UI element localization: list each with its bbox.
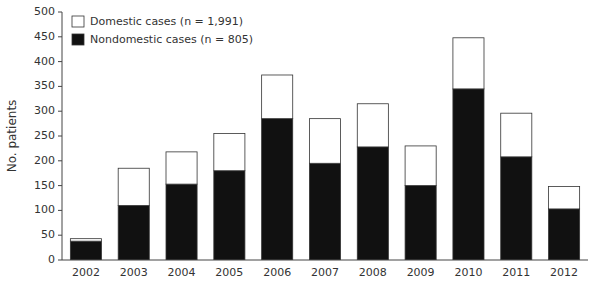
bar-segment bbox=[262, 75, 293, 119]
x-tick-label: 2011 bbox=[502, 266, 530, 279]
y-tick bbox=[58, 210, 62, 211]
legend-swatch bbox=[72, 34, 84, 45]
x-tick-label: 2005 bbox=[215, 266, 243, 279]
bar-segment bbox=[453, 89, 484, 260]
y-tick-label: 450 bbox=[34, 30, 55, 43]
legend-label: Nondomestic cases (n = 805) bbox=[90, 33, 253, 46]
bar-segment bbox=[549, 187, 580, 209]
bars bbox=[70, 38, 579, 260]
y-tick-label: 350 bbox=[34, 79, 55, 92]
y-tick bbox=[58, 260, 62, 261]
y-tick bbox=[58, 36, 62, 37]
bar-segment bbox=[453, 38, 484, 89]
y-tick-label: 150 bbox=[34, 179, 55, 192]
bar-segment bbox=[405, 146, 436, 186]
x-tick-label: 2006 bbox=[263, 266, 291, 279]
y-axis-label: No. patients bbox=[5, 100, 19, 173]
x-tick-label: 2008 bbox=[359, 266, 387, 279]
legend-label: Domestic cases (n = 1,991) bbox=[90, 15, 243, 28]
bar-segment bbox=[70, 241, 101, 260]
bar-segment bbox=[501, 113, 532, 157]
y-tick bbox=[58, 61, 62, 62]
legend-swatch bbox=[72, 16, 84, 27]
bar-segment bbox=[70, 239, 101, 241]
y-tick-label: 100 bbox=[34, 203, 55, 216]
y-tick bbox=[58, 185, 62, 186]
bar-segment bbox=[405, 186, 436, 260]
bar-segment bbox=[214, 134, 245, 171]
x-tick-label: 2012 bbox=[550, 266, 578, 279]
bar-segment bbox=[118, 168, 149, 205]
y-tick-label: 50 bbox=[41, 228, 55, 241]
bar-segment bbox=[166, 184, 197, 260]
x-tick-label: 2007 bbox=[311, 266, 339, 279]
y-tick-label: 400 bbox=[34, 55, 55, 68]
y-tick-label: 500 bbox=[34, 5, 55, 18]
bar-segment bbox=[262, 119, 293, 260]
bar-segment bbox=[214, 171, 245, 260]
x-axis-line bbox=[62, 260, 588, 261]
bar-segment bbox=[118, 205, 149, 260]
y-tick bbox=[58, 136, 62, 137]
bar-segment bbox=[549, 209, 580, 260]
x-tick-label: 2003 bbox=[120, 266, 148, 279]
bar-segment bbox=[357, 147, 388, 260]
bar-segment bbox=[166, 152, 197, 184]
x-tick-label: 2009 bbox=[407, 266, 435, 279]
y-tick bbox=[58, 160, 62, 161]
chart: 0 50 100 150 200 250 300 350 400 450 500 2002 2003 20… bbox=[0, 0, 600, 290]
legend: Domestic cases (n = 1,991) Nondomestic ca… bbox=[72, 15, 253, 46]
y-tick bbox=[58, 235, 62, 236]
x-tick-label: 2004 bbox=[168, 266, 196, 279]
y-tick bbox=[58, 12, 62, 13]
bar-segment bbox=[309, 119, 340, 164]
bar-segment bbox=[501, 157, 532, 260]
y-tick-label: 300 bbox=[34, 104, 55, 117]
y-tick bbox=[58, 86, 62, 87]
y-tick bbox=[58, 111, 62, 112]
bar-segment bbox=[357, 104, 388, 147]
y-tick-label: 0 bbox=[48, 253, 55, 266]
bar-segment bbox=[309, 163, 340, 260]
x-tick-label: 2002 bbox=[72, 266, 100, 279]
y-tick-label: 200 bbox=[34, 154, 55, 167]
x-tick-label: 2010 bbox=[454, 266, 482, 279]
y-tick-label: 250 bbox=[34, 129, 55, 142]
